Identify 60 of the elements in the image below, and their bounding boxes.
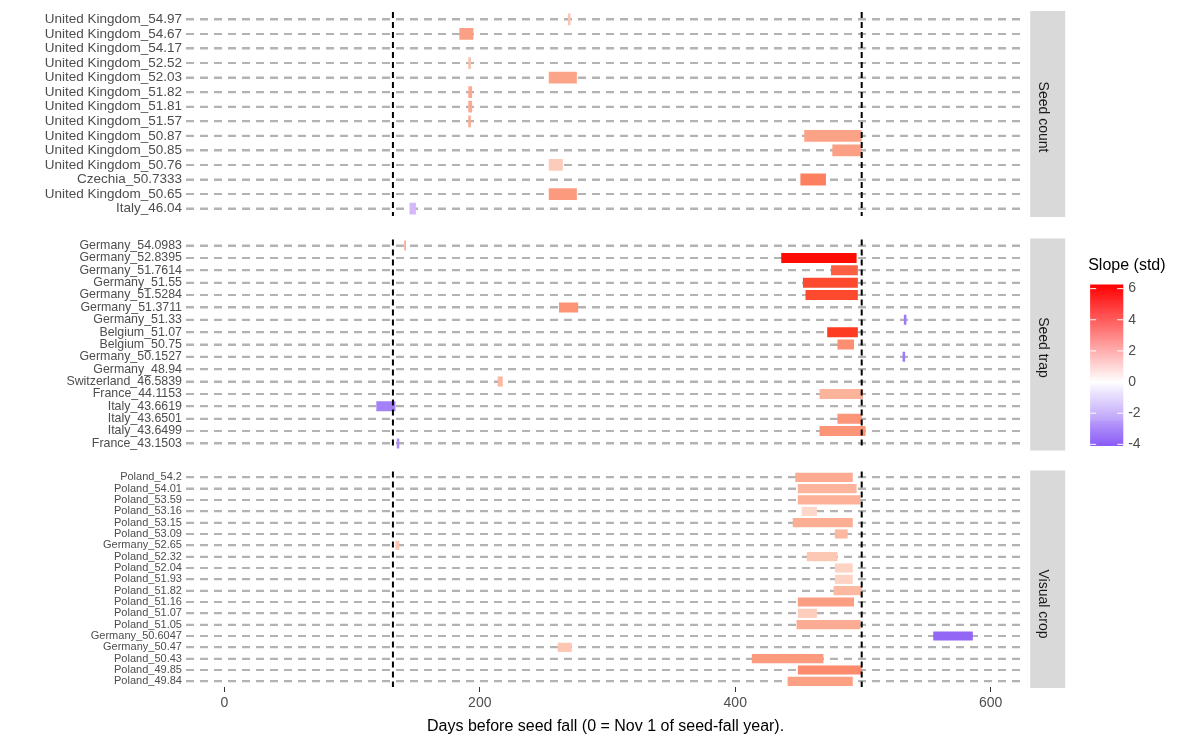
y-tick-label: United Kingdom_50.85 [44, 142, 182, 158]
y-tick-label: Poland_53.09 [114, 527, 182, 539]
y-tick-label: Germany_54.0983 [79, 238, 183, 253]
text: Seed count [1035, 81, 1052, 153]
text: Seed trap [1035, 317, 1052, 379]
y-tick-label: Italy_43.6501 [107, 411, 183, 426]
y-tick-label: France_44.1153 [92, 386, 183, 401]
color-bar-label: 6 [1128, 279, 1137, 296]
y-tick-label: Poland_49.85 [114, 663, 182, 676]
y-tick-label: United Kingdom_50.76 [44, 156, 182, 172]
y-tick-label: Germany_51.33 [93, 312, 183, 327]
y-tick-label: Belgium_51.07 [99, 324, 183, 339]
y-tick-label: Germany_51.5284 [79, 287, 183, 302]
y-tick-label: Italy_46.04 [115, 200, 183, 216]
x-tick-label: 200 [468, 694, 492, 711]
y-tick-label: United Kingdom_51.81 [44, 98, 182, 114]
color-bar-label: -2 [1128, 404, 1141, 421]
color-bar-title: Slope (std) [1088, 256, 1166, 274]
x-axis-title: Days before seed fall (0 = Nov 1 of seed-fall year). [427, 716, 785, 734]
color-bar-label: -4 [1128, 435, 1141, 452]
y-tick-label: United Kingdom_50.65 [44, 185, 182, 201]
y-tick-label: Poland_54.2 [120, 470, 182, 483]
x-tick-label: 400 [723, 694, 748, 711]
y-tick-label: Poland_53.15 [114, 515, 182, 528]
y-tick-label: Poland_52.04 [114, 561, 182, 574]
color-bar-label: 4 [1128, 310, 1137, 327]
y-tick-label: Germany_50.6047 [90, 629, 182, 642]
y-tick-label: United Kingdom_54.67 [44, 25, 182, 41]
y-tick-label: United Kingdom_50.87 [44, 127, 182, 143]
y-tick-label: United Kingdom_54.97 [44, 11, 182, 27]
y-tick-label: Poland_50.43 [114, 651, 182, 664]
y-tick-label: Poland_51.07 [114, 606, 182, 619]
y-tick-label: Poland_51.82 [114, 583, 182, 596]
y-tick-label: United Kingdom_51.57 [44, 113, 182, 128]
y-tick-label: Germany_50.1527 [79, 349, 183, 364]
color-bar-label: 2 [1128, 341, 1137, 358]
x-tick-label: 0 [220, 694, 229, 711]
y-tick-label: Poland_54.01 [114, 481, 182, 494]
y-tick-label: Poland_51.93 [114, 572, 182, 585]
y-tick-label: Poland_52.32 [114, 549, 182, 562]
y-tick-label: Poland_51.16 [114, 595, 182, 608]
y-tick-label: Germany_51.55 [93, 275, 183, 290]
y-tick-label: United Kingdom_51.82 [44, 83, 182, 99]
y-tick-label: Czechia_50.7333 [76, 171, 182, 187]
y-tick-label: Switzerland_46.5839 [66, 374, 183, 389]
y-tick-label: Poland_51.05 [114, 617, 182, 630]
y-tick-label: Poland_49.84 [114, 674, 182, 687]
y-tick-label: Germany_52.65 [103, 538, 182, 551]
text: Visual crop [1035, 569, 1052, 639]
y-tick-label: Germany_52.8395 [79, 250, 183, 265]
y-tick-label: United Kingdom_52.03 [44, 69, 182, 85]
y-tick-label: Italy_43.6619 [107, 398, 183, 413]
y-tick-label: Germany_50.47 [103, 640, 182, 653]
y-tick-label: Poland_53.16 [114, 504, 182, 517]
x-tick-label: 600 [979, 694, 1003, 711]
color-bar-label: 0 [1128, 372, 1137, 389]
y-tick-label: Poland_53.59 [114, 492, 182, 505]
y-tick-label: United Kingdom_52.52 [44, 54, 182, 70]
y-tick-label: United Kingdom_54.17 [44, 40, 182, 56]
y-tick-label: Italy_43.6499 [107, 423, 183, 438]
